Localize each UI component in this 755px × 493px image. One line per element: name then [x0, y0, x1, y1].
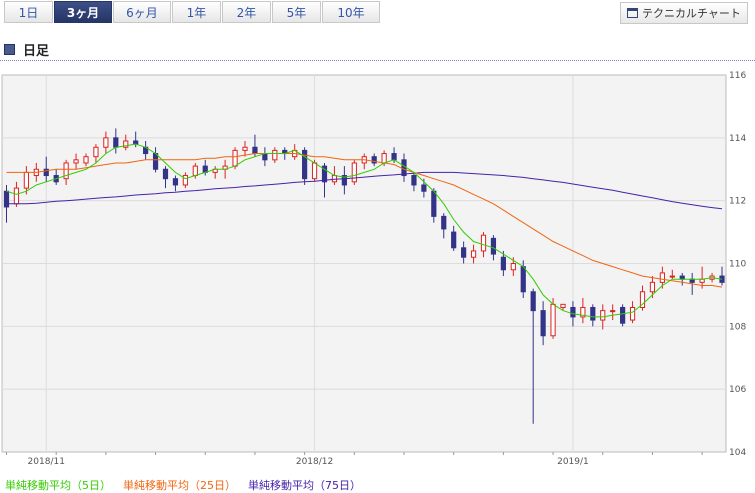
- candle-body: [391, 153, 397, 161]
- section-header: 日足: [4, 40, 49, 59]
- y-tick-label: 112: [729, 197, 746, 207]
- candle-body: [272, 149, 278, 161]
- tab-1year[interactable]: 1年: [172, 1, 221, 23]
- candle-body: [321, 165, 328, 183]
- candle-body: [3, 190, 10, 208]
- candle-body: [540, 310, 546, 337]
- tab-2years[interactable]: 2年: [222, 1, 271, 23]
- candle-body: [23, 171, 29, 189]
- divider: [0, 60, 755, 61]
- candle-body: [530, 291, 536, 312]
- candle-body: [232, 149, 238, 167]
- candle-body: [252, 146, 258, 155]
- candle-body: [123, 140, 129, 148]
- sma25-line: [6, 153, 723, 288]
- x-tick-label: 2018/12: [296, 457, 333, 467]
- candle-body: [341, 175, 347, 186]
- candlestick-chart: 104 106 108 110 112 114 116 2018/11 2018/12 2019/…: [1, 71, 746, 467]
- candle-body: [480, 234, 487, 252]
- candle-body: [93, 146, 99, 158]
- candle-body: [520, 266, 526, 293]
- candle-body: [470, 250, 477, 258]
- tab-3months[interactable]: 3ヶ月: [54, 1, 112, 23]
- y-tick-label: 104: [729, 448, 746, 458]
- candle-body: [620, 306, 626, 324]
- candle-body: [461, 247, 467, 258]
- candle-body: [600, 310, 606, 321]
- candle-body: [490, 237, 497, 255]
- period-tabs: 1日 3ヶ月 6ヶ月 1年 2年 5年 10年: [4, 1, 381, 25]
- candle-body: [629, 306, 636, 321]
- candle-body: [351, 162, 357, 183]
- candle-body: [182, 175, 188, 186]
- candle-body: [411, 175, 417, 186]
- candle-body: [590, 306, 596, 321]
- candle-body: [421, 184, 427, 192]
- candle-body: [242, 146, 248, 151]
- section-title: 日足: [23, 44, 50, 59]
- y-tick-label: 108: [729, 322, 746, 332]
- candle-body: [560, 303, 566, 308]
- candle-body: [610, 310, 616, 313]
- tab-5years[interactable]: 5年: [272, 1, 321, 23]
- candle-body: [331, 175, 338, 183]
- candle-body: [510, 263, 516, 271]
- candle-body: [13, 187, 20, 205]
- candle-body: [580, 306, 586, 318]
- candle-body: [570, 306, 576, 318]
- sma5-line: [6, 143, 723, 318]
- candle-body: [500, 256, 506, 271]
- candle-body: [63, 162, 69, 180]
- y-tick-label: 116: [729, 71, 746, 81]
- tab-1day[interactable]: 1日: [4, 1, 53, 23]
- technical-chart-button[interactable]: テクニカルチャート: [620, 2, 748, 24]
- candle-body: [302, 149, 308, 180]
- candle-body: [162, 168, 169, 180]
- candle-body: [192, 165, 198, 177]
- window-icon: [627, 8, 639, 18]
- y-tick-label: 106: [729, 385, 746, 395]
- x-tick-label: 2018/11: [28, 457, 65, 467]
- legend-sma25: 単純移動平均（25日）: [123, 479, 236, 492]
- sma75-line: [6, 171, 723, 210]
- candle-body: [451, 231, 457, 249]
- candle-body: [649, 281, 656, 293]
- chart-legend: 単純移動平均（5日） 単純移動平均（25日） 単純移動平均（75日）: [5, 477, 361, 493]
- legend-sma5: 単純移動平均（5日）: [5, 479, 111, 492]
- y-tick-label: 114: [729, 134, 746, 144]
- candle-body: [103, 137, 109, 148]
- tab-10years[interactable]: 10年: [322, 1, 380, 23]
- candle-body: [639, 291, 646, 308]
- candle-body: [113, 137, 119, 148]
- square-bullet-icon: [4, 44, 15, 55]
- candle-body: [381, 153, 387, 164]
- tab-6months[interactable]: 6ヶ月: [113, 1, 171, 23]
- candle-body: [371, 156, 377, 164]
- candle-body: [43, 168, 49, 177]
- candle-body: [431, 190, 437, 217]
- legend-sma75: 単純移動平均（75日）: [248, 479, 361, 492]
- y-tick-label: 110: [729, 260, 746, 270]
- candle-body: [659, 272, 665, 283]
- candle-body: [311, 162, 318, 180]
- candle-body: [669, 275, 675, 278]
- technical-chart-label: テクニカルチャート: [642, 7, 741, 20]
- candle-body: [83, 156, 89, 164]
- candle-body: [441, 215, 447, 230]
- candle-body: [152, 153, 159, 170]
- candle-body: [172, 178, 179, 186]
- candle-body: [550, 303, 556, 337]
- candle-body: [401, 159, 407, 177]
- x-tick-label: 2019/1: [557, 457, 589, 467]
- candle-body: [73, 159, 79, 164]
